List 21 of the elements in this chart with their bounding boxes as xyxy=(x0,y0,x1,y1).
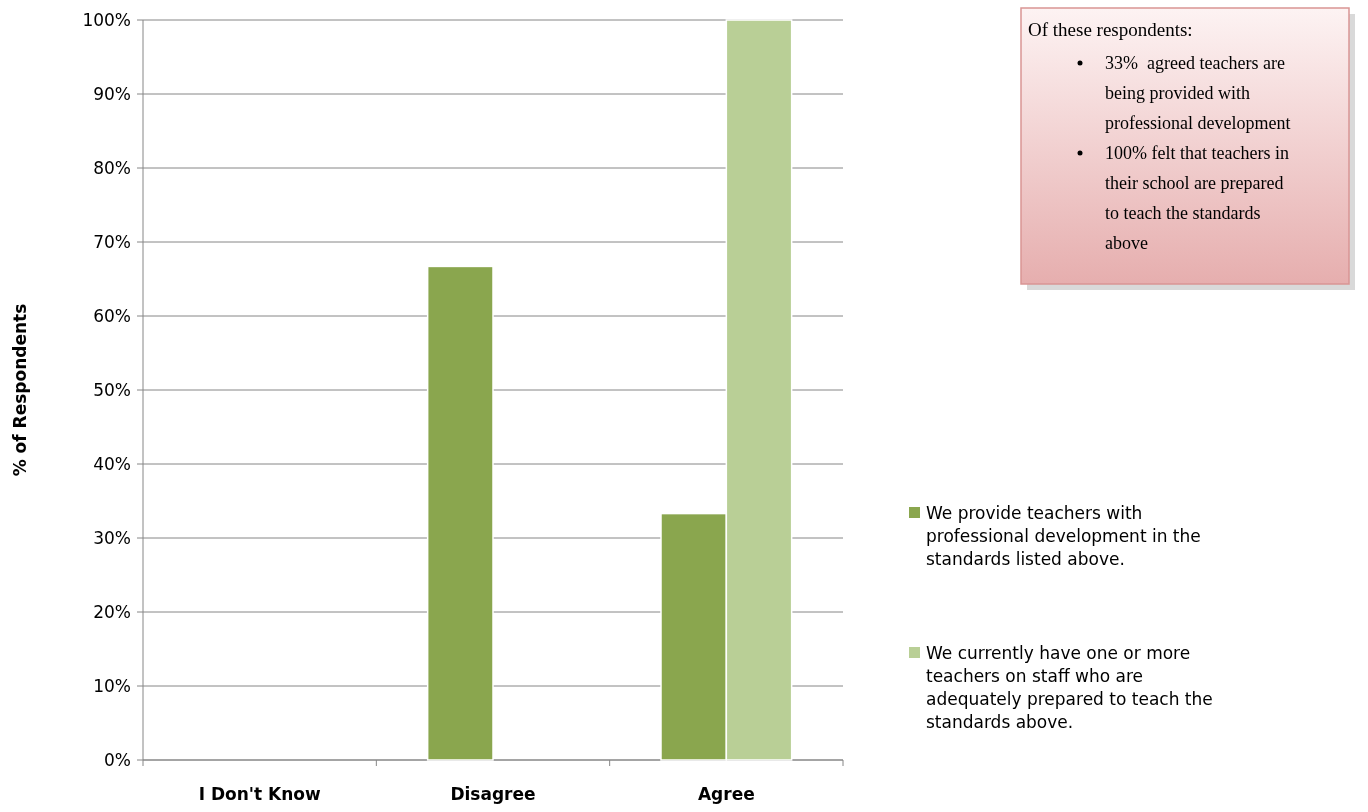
x-tick-label: Disagree xyxy=(450,784,536,804)
x-tick-label: I Don't Know xyxy=(198,784,321,804)
y-tick-label: 50% xyxy=(93,379,131,400)
y-tick-label: 10% xyxy=(93,675,131,696)
y-tick-label: 90% xyxy=(93,83,131,104)
x-tick-label: Agree xyxy=(697,784,755,804)
text: 33% agreed teachers are being provided with professional development xyxy=(1105,53,1291,133)
y-tick-label: 60% xyxy=(93,305,131,326)
y-tick-label: 40% xyxy=(93,453,131,474)
y-tick-label: 20% xyxy=(93,601,131,622)
bar xyxy=(426,265,494,761)
legend-label: We provide teachers with professional development in the standards listed above. xyxy=(926,502,1201,569)
legend-label: We currently have one or more teachers on staff who are adequately prepared to teach the standards above. xyxy=(926,642,1213,732)
text: Of these respondents: xyxy=(1028,19,1193,40)
y-tick-label: 70% xyxy=(93,231,131,252)
y-axis-title: % of Respondents xyxy=(10,303,30,477)
y-tick-label: 30% xyxy=(93,527,131,548)
y-tick-label: 0% xyxy=(104,749,131,770)
y-tick-label: 80% xyxy=(93,157,131,178)
text: 100% felt that teachers in their school are prepared to teach the standards above xyxy=(1105,143,1289,253)
y-tick-label: 100% xyxy=(82,9,131,30)
